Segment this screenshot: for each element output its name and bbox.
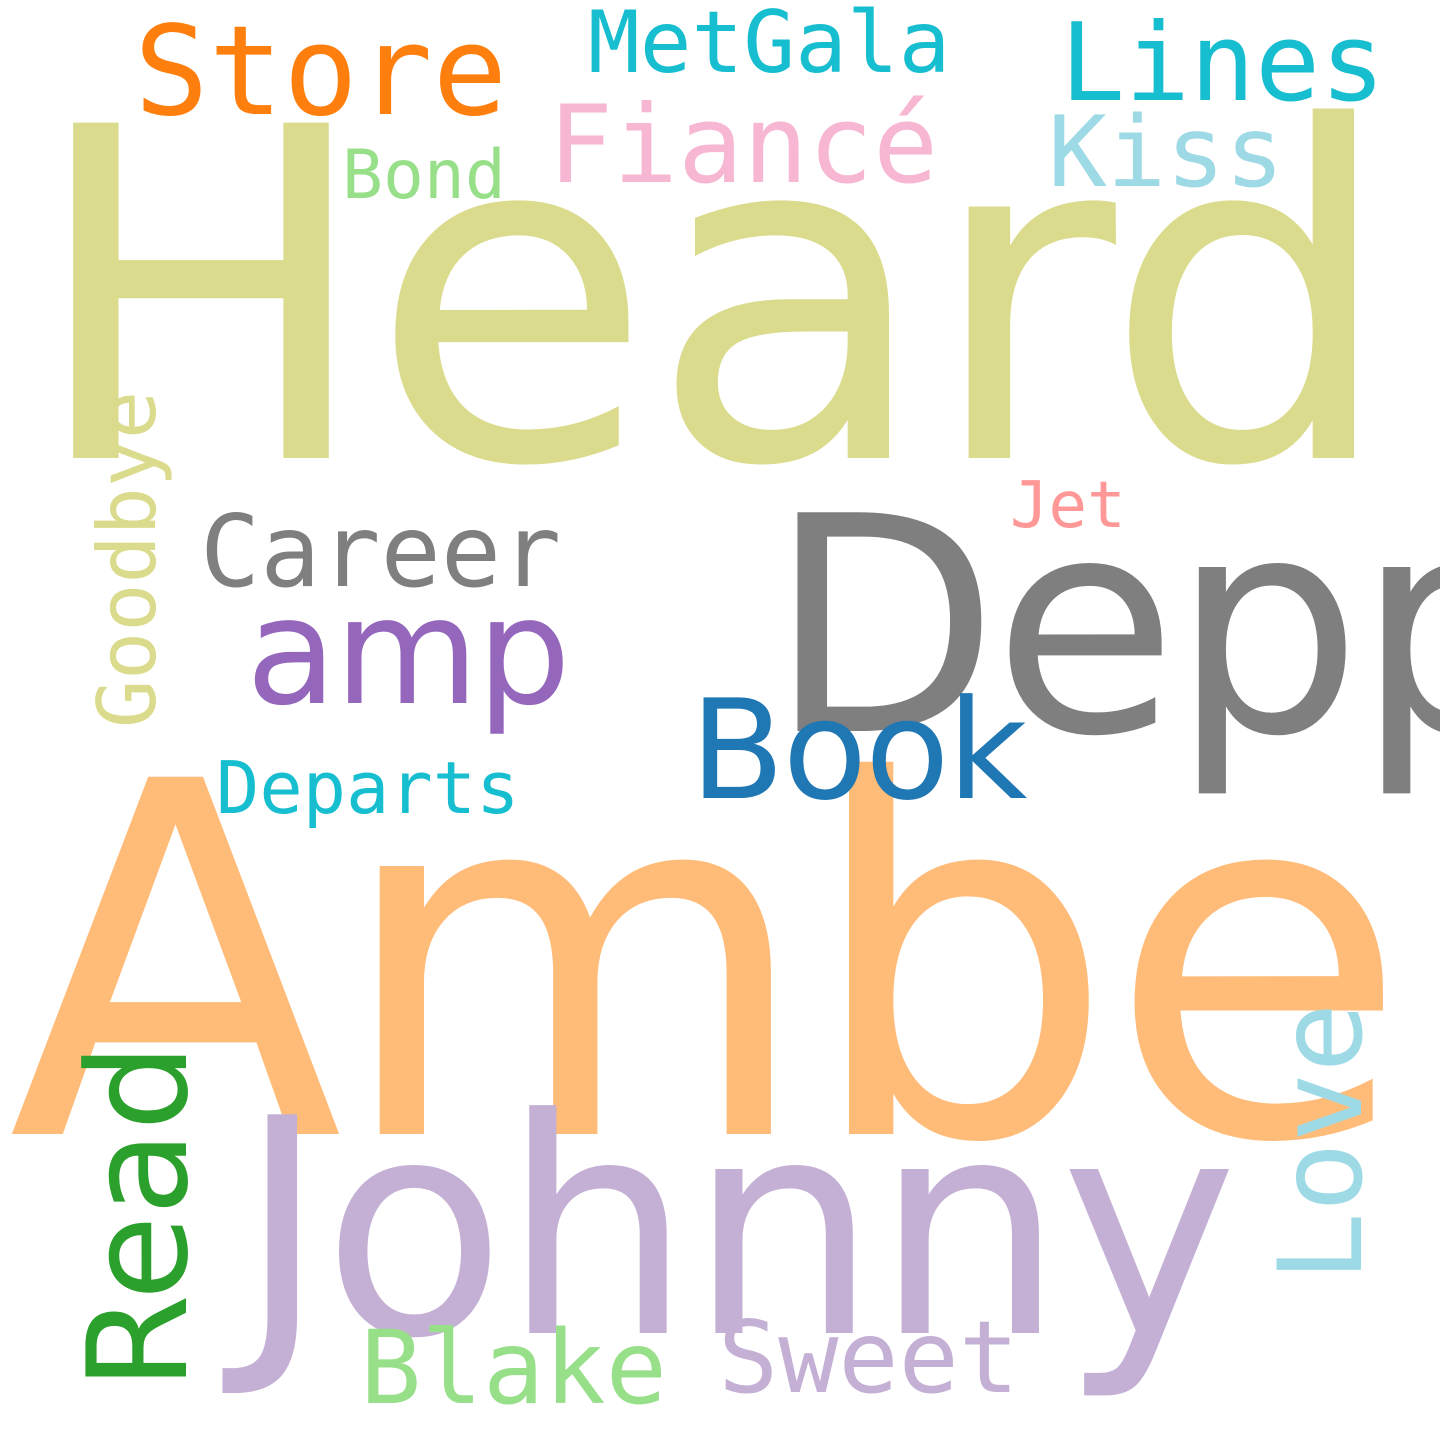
word-heard: Heard <box>28 32 1396 567</box>
word-lines: Lines <box>1060 1 1386 126</box>
word-kiss: Kiss <box>1048 96 1285 210</box>
word-depp: Depp <box>768 453 1440 802</box>
word-store: Store <box>134 0 508 144</box>
word-amp: amp <box>246 566 571 738</box>
word-book: Book <box>690 670 1027 831</box>
word-departs: Departs <box>216 746 520 830</box>
word-jet: Jet <box>1010 469 1126 543</box>
word-goodbye: Goodbye <box>81 390 174 728</box>
word-blake: Blake <box>360 1309 668 1428</box>
word-amber: Amber <box>8 679 1440 1250</box>
word-johnny: Johnny <box>238 1055 1238 1404</box>
word-metgala: MetGala <box>588 0 951 93</box>
word-read: Read <box>58 1043 219 1390</box>
word-fiance: Fiancé <box>548 83 939 208</box>
word-bond: Bond <box>342 136 506 215</box>
word-love: Love <box>1254 1002 1389 1282</box>
word-career: Career <box>200 493 562 610</box>
word-sweet: Sweet <box>718 1299 1020 1416</box>
